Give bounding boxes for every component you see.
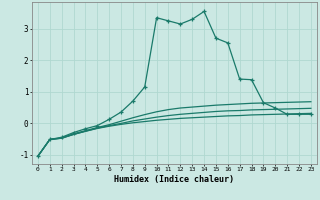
X-axis label: Humidex (Indice chaleur): Humidex (Indice chaleur)	[115, 175, 234, 184]
